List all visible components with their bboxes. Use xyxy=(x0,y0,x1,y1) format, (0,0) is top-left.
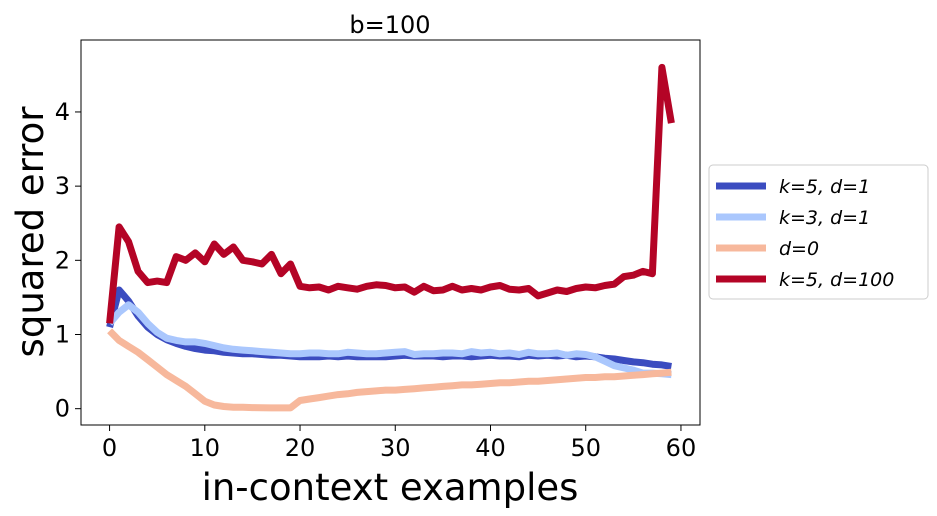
x-tick-label: 60 xyxy=(666,434,697,462)
x-tick-label: 20 xyxy=(285,434,316,462)
chart-title: b=100 xyxy=(349,11,430,39)
legend: k=5, d=1 k=3, d=1 d=0 k=5, d=100 xyxy=(708,164,929,300)
legend-frame xyxy=(708,164,929,300)
series-line-1 xyxy=(106,301,672,379)
x-tick-label: 50 xyxy=(570,434,601,462)
series-line-3 xyxy=(106,63,675,324)
x-axis-label: in-context examples xyxy=(202,466,579,509)
y-tick-label: 1 xyxy=(55,320,70,348)
legend-label-1: k=3, d=1 xyxy=(779,207,870,229)
legend-label-0: k=5, d=1 xyxy=(779,176,870,198)
x-tick-label: 30 xyxy=(380,434,411,462)
y-tick-label: 4 xyxy=(55,98,70,126)
y-tick-label: 2 xyxy=(55,246,70,274)
x-tick-label: 0 xyxy=(102,434,117,462)
x-tick-label: 40 xyxy=(475,434,506,462)
y-tick-label: 3 xyxy=(55,172,70,200)
y-axis-label: squared error xyxy=(9,106,52,358)
x-axis: 0 10 20 30 40 50 60 xyxy=(102,425,696,462)
y-tick-label: 0 xyxy=(55,395,70,423)
series-line-2 xyxy=(107,328,672,412)
plot-area xyxy=(106,63,675,412)
legend-label-3: k=5, d=100 xyxy=(779,269,894,291)
legend-label-2: d=0 xyxy=(779,238,819,260)
y-axis: 0 1 2 3 4 xyxy=(55,98,81,423)
plot-frame xyxy=(80,39,701,426)
x-tick-label: 10 xyxy=(190,434,221,462)
